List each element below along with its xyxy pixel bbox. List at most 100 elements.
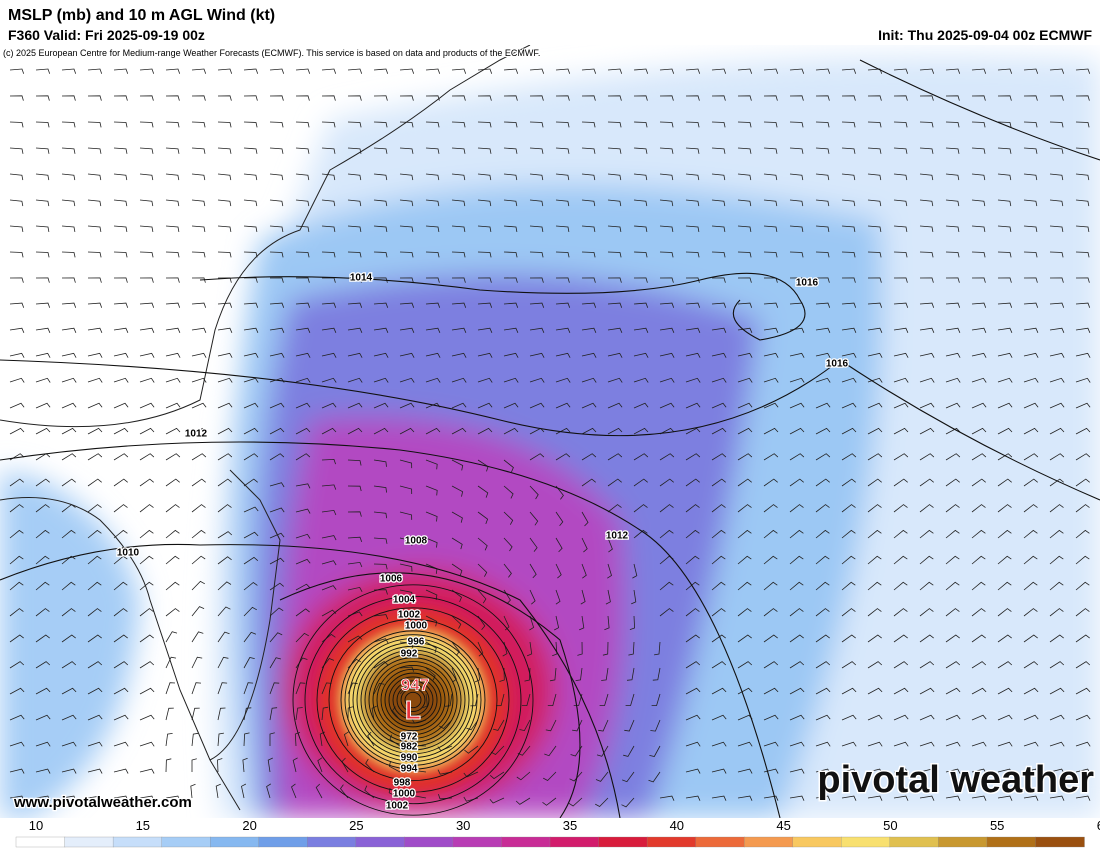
wind-barb — [295, 277, 310, 283]
colorbar-swatch — [404, 836, 454, 848]
wind-barb — [971, 402, 987, 409]
wind-barb — [399, 68, 415, 74]
wind-barb — [893, 251, 908, 258]
wind-barb — [815, 68, 831, 74]
wind-barb — [425, 251, 440, 258]
wind-barb — [9, 427, 25, 435]
wind-barb — [451, 147, 466, 154]
wind-barb — [1075, 634, 1090, 643]
wind-barb — [1075, 795, 1091, 801]
wind-barb — [628, 641, 635, 656]
wind-barb — [347, 147, 362, 154]
wind-barb — [1075, 251, 1090, 258]
wind-barb — [191, 682, 202, 695]
wind-barb — [945, 173, 960, 181]
wind-barb — [685, 634, 700, 643]
wind-barb — [599, 693, 609, 706]
wind-barb — [1049, 504, 1064, 513]
wind-barb — [633, 302, 649, 308]
wind-barb — [87, 427, 103, 435]
wind-barb — [526, 641, 533, 657]
colorbar-swatch — [1035, 836, 1085, 848]
wind-barb — [269, 251, 284, 258]
wind-barb — [919, 121, 934, 128]
wind-barb — [165, 631, 178, 643]
wind-barb — [165, 581, 180, 591]
wind-barb — [711, 302, 727, 308]
wind-barb — [815, 581, 830, 591]
wind-barb — [347, 485, 362, 492]
wind-barb — [241, 783, 247, 799]
colorbar-label: 20 — [242, 818, 256, 833]
colorbar-swatch — [744, 836, 794, 848]
wind-barb — [87, 687, 103, 695]
wind-barb — [451, 402, 467, 409]
wind-barb — [139, 352, 155, 358]
wind-barb — [529, 225, 544, 232]
wind-barb — [867, 768, 883, 774]
wind-barb — [685, 95, 700, 101]
wind-barb — [243, 377, 259, 383]
colorbar-swatch — [986, 836, 1037, 848]
wind-barb — [388, 761, 401, 773]
wind-barb — [945, 555, 960, 565]
wind-barb — [971, 478, 986, 487]
wind-barb — [243, 682, 254, 695]
wind-barb — [789, 714, 805, 721]
wind-barb — [555, 225, 570, 232]
wind-barb — [893, 377, 909, 383]
wind-barb — [581, 147, 596, 154]
wind-barb — [139, 327, 155, 333]
wind-barb — [191, 453, 207, 461]
wind-barb — [451, 563, 463, 576]
wind-barb — [191, 68, 207, 74]
wind-barb — [113, 427, 129, 435]
colorbar-swatch — [307, 836, 357, 848]
wind-barb — [243, 199, 258, 207]
wind-barb — [451, 277, 466, 283]
wind-barb — [243, 631, 257, 643]
wind-barb — [867, 504, 882, 513]
wind-barb — [737, 529, 752, 539]
wind-barb — [971, 302, 987, 308]
wind-barb — [815, 634, 830, 643]
wind-barb — [35, 68, 51, 74]
wind-barb — [295, 352, 311, 358]
wind-barb — [269, 482, 285, 488]
wind-barb — [1075, 352, 1091, 358]
wind-barb — [841, 741, 857, 747]
wind-barb — [789, 251, 804, 258]
wind-barb — [113, 327, 129, 333]
isobar-label: 1008 — [405, 536, 428, 547]
wind-barb — [971, 277, 986, 283]
wind-barb — [1075, 225, 1090, 232]
colorbar-swatch — [695, 836, 745, 848]
wind-barb — [35, 529, 50, 539]
wind-barb — [165, 707, 174, 721]
wind-barb — [425, 485, 438, 496]
wind-barb — [191, 606, 205, 617]
wind-barb — [243, 121, 258, 128]
wind-barb — [165, 302, 181, 308]
wind-barb — [919, 795, 935, 801]
wind-barb — [997, 402, 1013, 409]
wind-barb — [1023, 225, 1038, 232]
wind-barb — [373, 660, 389, 669]
wind-barb — [9, 95, 24, 101]
wind-barb — [347, 635, 363, 643]
wind-barb — [789, 121, 804, 128]
wind-barb — [373, 614, 389, 620]
wind-barb — [789, 555, 804, 565]
wind-barb — [629, 615, 636, 630]
wind-barb — [243, 427, 259, 435]
wind-barb — [191, 478, 206, 487]
wind-barb — [139, 302, 155, 308]
wind-barb — [971, 714, 987, 721]
wind-barb — [945, 251, 960, 258]
wind-barb — [1049, 634, 1064, 643]
wind-barb — [242, 757, 248, 773]
isobar-label: 992 — [401, 649, 418, 660]
isobar-label: 1004 — [393, 595, 416, 606]
wind-barb — [529, 511, 539, 526]
wind-barb — [581, 251, 596, 258]
